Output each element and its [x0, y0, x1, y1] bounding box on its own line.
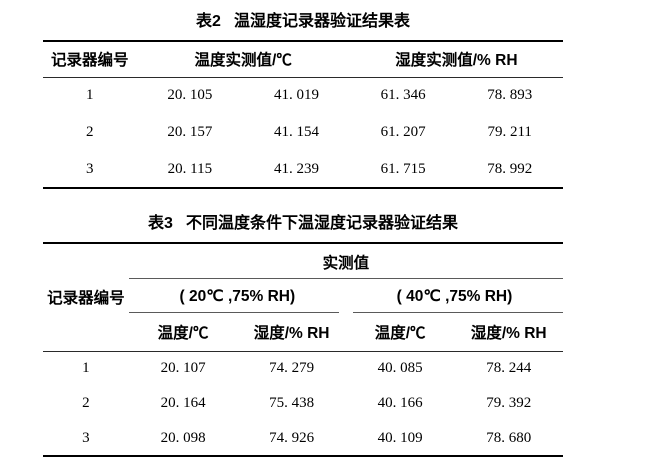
table3-title-text: 不同温度条件下温湿度记录器验证结果	[185, 215, 458, 232]
table2: 记录器编号 温度实测值/℃ 湿度实测值/% RH 1 20. 105 41. 0…	[43, 40, 563, 189]
recorder-id: 3	[82, 429, 90, 446]
humidity-value: 75. 438	[269, 395, 315, 411]
recorder-id: 1	[86, 87, 94, 104]
table2-col-recorder: 记录器编号	[43, 41, 137, 78]
recorder-id: 2	[86, 124, 94, 140]
condition-label: ( 40℃ ,75% RH)	[396, 287, 513, 305]
table3-subcol-humidity-20: 湿度/% RH	[237, 313, 346, 352]
condition-label: ( 20℃ ,75% RH)	[179, 287, 296, 305]
table-row: 3 20. 115 41. 239 61. 715 78. 992	[43, 151, 563, 188]
table2-col-temp: 温度实测值/℃	[136, 41, 350, 78]
recorder-id: 2	[82, 395, 90, 411]
measured-label: 实测值	[322, 254, 370, 272]
temp-value: 40. 085	[377, 360, 423, 377]
temp-value: 20. 098	[160, 429, 206, 446]
table3-condition-row: ( 20℃ ,75% RH) ( 40℃ ,75% RH)	[43, 279, 563, 313]
table3-condition-40: ( 40℃ ,75% RH)	[346, 279, 563, 313]
table3-subcol-humidity-40: 湿度/% RH	[454, 313, 563, 352]
rule-under-condition-40	[352, 311, 563, 313]
rule-under-measured	[128, 277, 563, 279]
table2-title-text: 温湿度记录器验证结果表	[233, 13, 410, 30]
table-row: 1 20. 105 41. 019 61. 346 78. 893	[43, 77, 563, 114]
temp-value: 20. 157	[167, 124, 213, 140]
temp-value: 20. 105	[167, 87, 213, 104]
temp-value: 20. 164	[160, 395, 206, 411]
recorder-id: 1	[82, 360, 90, 377]
humidity-value: 61. 346	[380, 87, 426, 104]
table3-title: 表3 不同温度条件下温湿度记录器验证结果	[43, 209, 563, 233]
humidity-value: 78. 893	[487, 87, 533, 104]
humidity-value: 78. 680	[486, 429, 532, 446]
table-row: 1 20. 107 74. 279 40. 085 78. 244	[43, 351, 563, 386]
table-row: 3 20. 098 74. 926 40. 109 78. 680	[43, 421, 563, 456]
table3-subheader-row: 温度/℃ 湿度/% RH 温度/℃ 湿度/% RH	[43, 313, 563, 352]
temp-value: 41. 239	[273, 160, 319, 177]
rule-under-condition-20	[128, 311, 339, 313]
humidity-value: 74. 279	[269, 360, 315, 377]
table3: 记录器编号 实测值 ( 20℃ ,75% RH) ( 40℃ ,75% RH) …	[43, 242, 563, 457]
temp-value: 20. 115	[167, 160, 213, 177]
humidity-value: 74. 926	[269, 429, 315, 446]
temp-value: 41. 019	[273, 87, 319, 104]
humidity-value: 78. 992	[487, 160, 533, 177]
table2-title-label: 表2	[196, 13, 221, 30]
table3-measured-row: 记录器编号 实测值	[43, 243, 563, 352]
table-row: 2 20. 157 41. 154 61. 207 79. 211	[43, 114, 563, 151]
humidity-value: 79. 211	[487, 124, 532, 140]
temp-value: 40. 166	[377, 395, 423, 411]
table2-col-humidity: 湿度实测值/% RH	[349, 41, 563, 78]
recorder-id: 3	[86, 160, 94, 177]
table3-measured-header: 实测值	[128, 243, 563, 279]
humidity-value: 61. 715	[380, 160, 426, 177]
table3-subcol-temp-40: 温度/℃	[345, 313, 455, 352]
temp-value: 41. 154	[273, 124, 319, 140]
table-row: 2 20. 164 75. 438 40. 166 79. 392	[43, 386, 563, 421]
table3-condition-20: ( 20℃ ,75% RH)	[128, 279, 346, 313]
humidity-value: 78. 244	[486, 360, 532, 377]
temp-value: 20. 107	[160, 360, 206, 377]
table2-title: 表2 温湿度记录器验证结果表	[43, 7, 563, 31]
table3-title-label: 表3	[148, 215, 173, 232]
table3-subcol-temp-20: 温度/℃	[128, 313, 238, 352]
humidity-value: 61. 207	[380, 124, 426, 140]
table3-col-recorder: 记录器编号	[43, 243, 129, 352]
temp-value: 40. 109	[377, 429, 423, 446]
table2-header-row: 记录器编号 温度实测值/℃ 湿度实测值/% RH	[43, 41, 563, 78]
humidity-value: 79. 392	[486, 395, 532, 411]
